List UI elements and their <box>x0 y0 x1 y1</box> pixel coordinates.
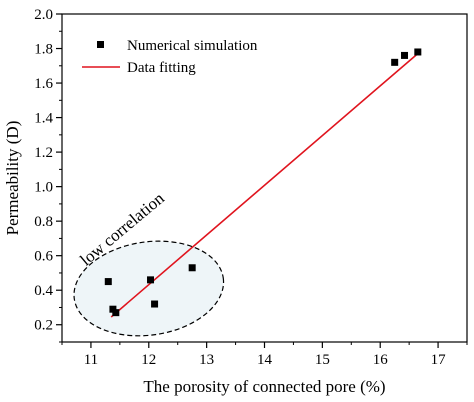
data-point <box>112 309 120 317</box>
y-tick-label: 0.4 <box>34 283 53 299</box>
x-tick-label: 11 <box>84 352 98 368</box>
y-tick-label: 0.6 <box>34 249 53 265</box>
x-axis-title: The porosity of connected pore (%) <box>143 377 385 396</box>
data-point <box>188 264 196 272</box>
data-point <box>401 51 409 59</box>
series-layer <box>104 48 422 318</box>
y-tick-label: 1.0 <box>34 180 53 196</box>
legend-label-data-fitting: Data fitting <box>127 60 196 76</box>
data-point <box>151 300 159 308</box>
y-tick-label: 1.6 <box>34 76 53 92</box>
fit-line <box>110 50 422 318</box>
x-tick-label: 16 <box>373 352 389 368</box>
x-tick-label: 15 <box>315 352 330 368</box>
x-tick-label: 17 <box>431 352 447 368</box>
data-point <box>147 276 155 284</box>
data-point <box>391 58 399 66</box>
legend-label-numerical-simulation: Numerical simulation <box>127 38 258 54</box>
x-axis-ticks: 11 12 13 14 15 16 17 <box>61 342 468 368</box>
x-tick-label: 12 <box>141 352 156 368</box>
y-axis-ticks: 0.2 0.4 0.6 0.8 1.0 1.2 1.4 1.6 1.8 2.0 <box>34 7 62 343</box>
y-tick-label: 1.8 <box>34 42 53 58</box>
legend: Numerical simulation Data fitting <box>82 38 258 76</box>
y-axis-title: Permeability (D) <box>3 121 22 236</box>
annotation-layer: low correlation <box>73 188 225 337</box>
legend-marker-numerical-simulation <box>97 41 104 48</box>
y-tick-label: 0.2 <box>34 318 53 334</box>
data-point <box>414 48 422 56</box>
y-tick-label: 1.2 <box>34 145 53 161</box>
y-tick-label: 0.8 <box>34 214 53 230</box>
y-tick-label: 1.4 <box>34 111 53 127</box>
x-tick-label: 13 <box>199 352 214 368</box>
y-tick-label: 2.0 <box>34 7 53 23</box>
data-point <box>104 278 112 286</box>
x-tick-label: 14 <box>257 352 273 368</box>
